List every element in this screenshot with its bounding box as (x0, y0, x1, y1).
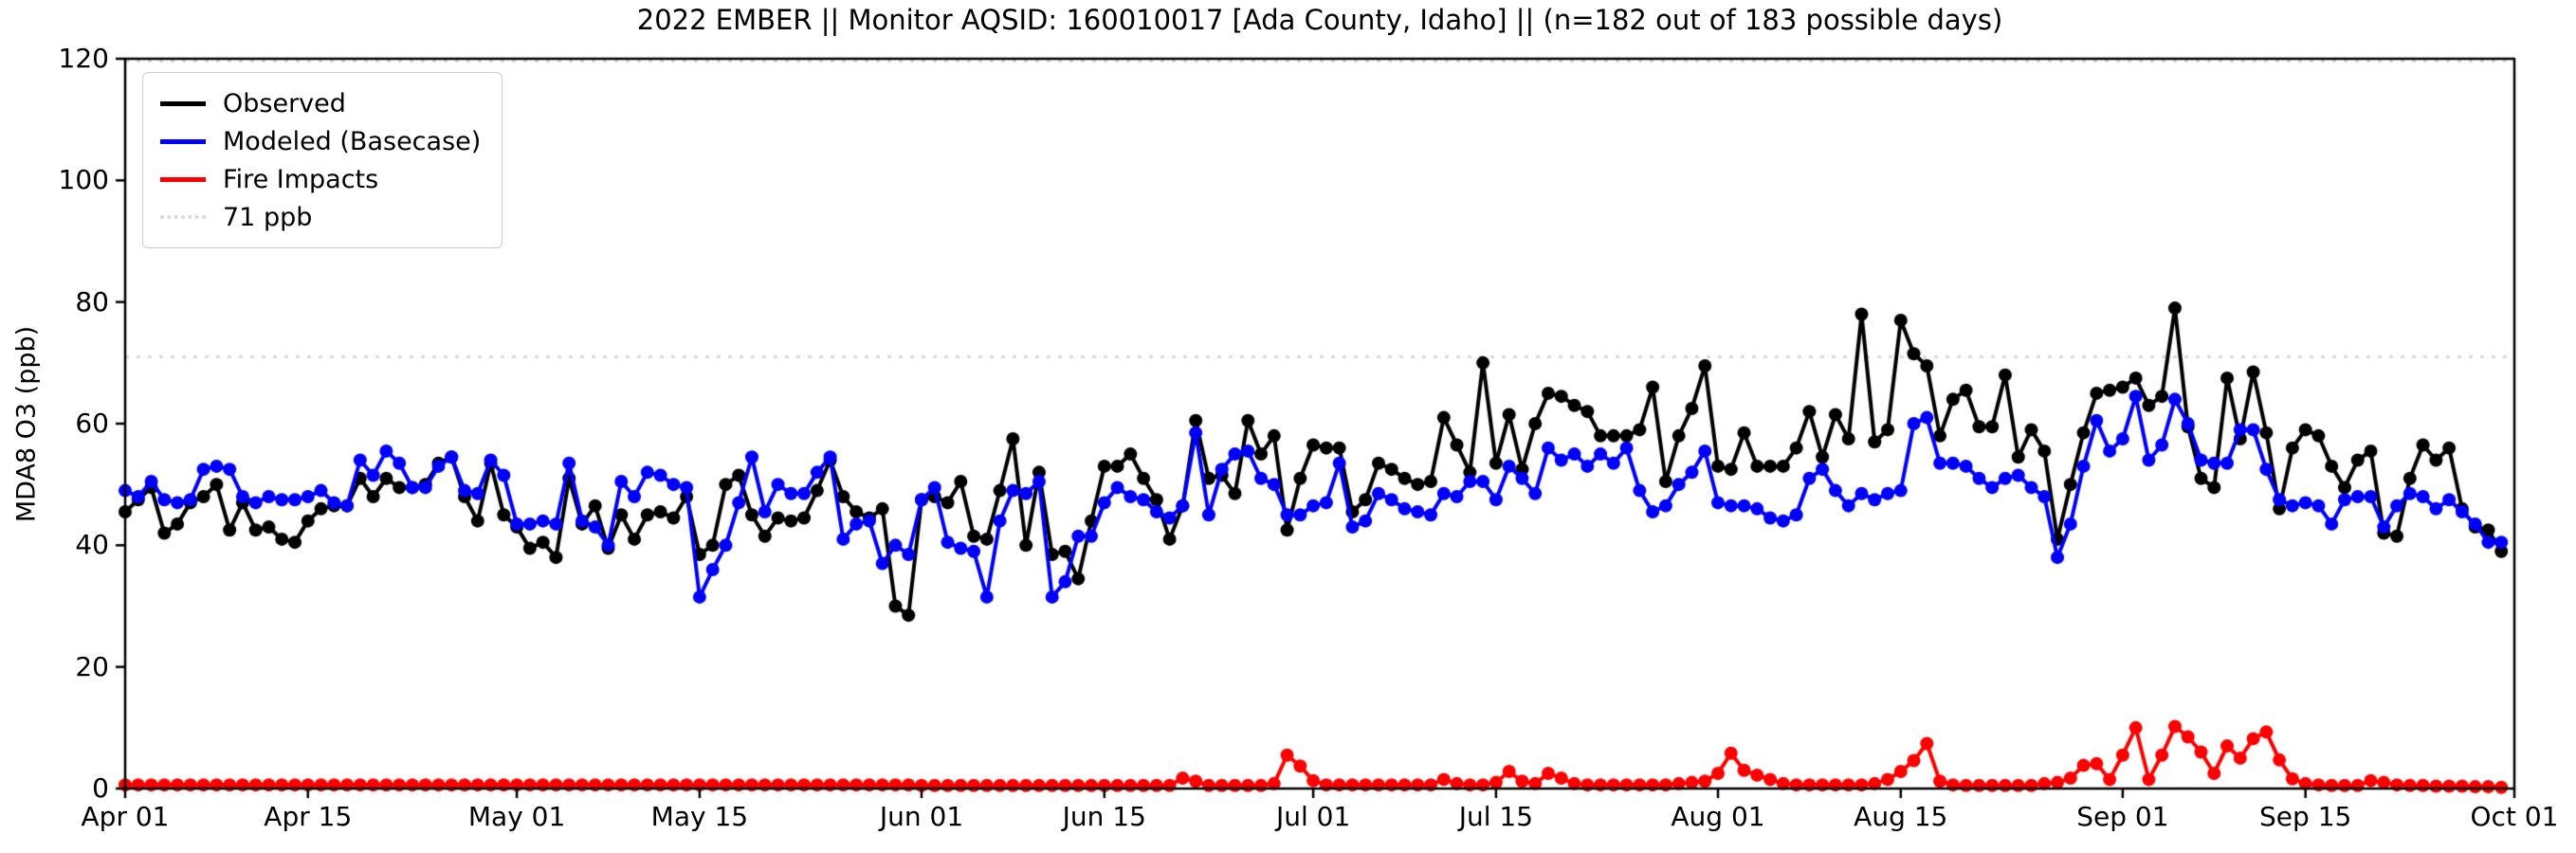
x-tick-label: Sep 15 (2259, 801, 2352, 832)
y-tick-label: 80 (75, 285, 109, 318)
y-tick-label: 40 (75, 529, 109, 561)
legend-line-sample (160, 100, 206, 106)
legend-line-sample (160, 138, 206, 144)
legend-label: 71 ppb (223, 202, 313, 232)
x-tick-label: Apr 01 (81, 801, 170, 832)
legend-line-sample (160, 176, 206, 182)
y-tick-label: 100 (58, 164, 109, 196)
legend-row: 71 ppb (160, 198, 481, 236)
x-tick-label: Jul 01 (1275, 801, 1351, 832)
x-tick-label: Oct 01 (2470, 801, 2559, 832)
x-tick-label: Aug 01 (1671, 801, 1765, 832)
x-tick-label: Apr 15 (264, 801, 353, 832)
legend-line-sample (160, 215, 206, 219)
y-tick-label: 120 (58, 43, 109, 74)
legend-label: Observed (223, 88, 346, 118)
x-tick-label: May 15 (650, 801, 749, 832)
legend-label: Modeled (Basecase) (223, 126, 482, 156)
legend-row: Observed (160, 84, 481, 122)
legend-row: Fire Impacts (160, 160, 481, 198)
x-tick-label: Sep 01 (2076, 801, 2169, 832)
y-tick-label: 60 (75, 408, 109, 439)
x-tick-label: Jul 15 (1458, 801, 1534, 832)
y-tick-label: 20 (75, 650, 109, 682)
x-tick-label: May 01 (467, 801, 566, 832)
legend-row: Modeled (Basecase) (160, 122, 481, 160)
x-tick-label: Aug 15 (1854, 801, 1948, 832)
x-tick-label: Jun 15 (1062, 801, 1146, 832)
legend-label: Fire Impacts (223, 164, 379, 194)
x-tick-label: Jun 01 (879, 801, 964, 832)
chart-title: 2022 EMBER || Monitor AQSID: 160010017 [… (636, 4, 2003, 36)
y-tick-label: 0 (92, 772, 109, 804)
legend: Observed Modeled (Basecase) Fire Impacts 71… (142, 72, 503, 248)
